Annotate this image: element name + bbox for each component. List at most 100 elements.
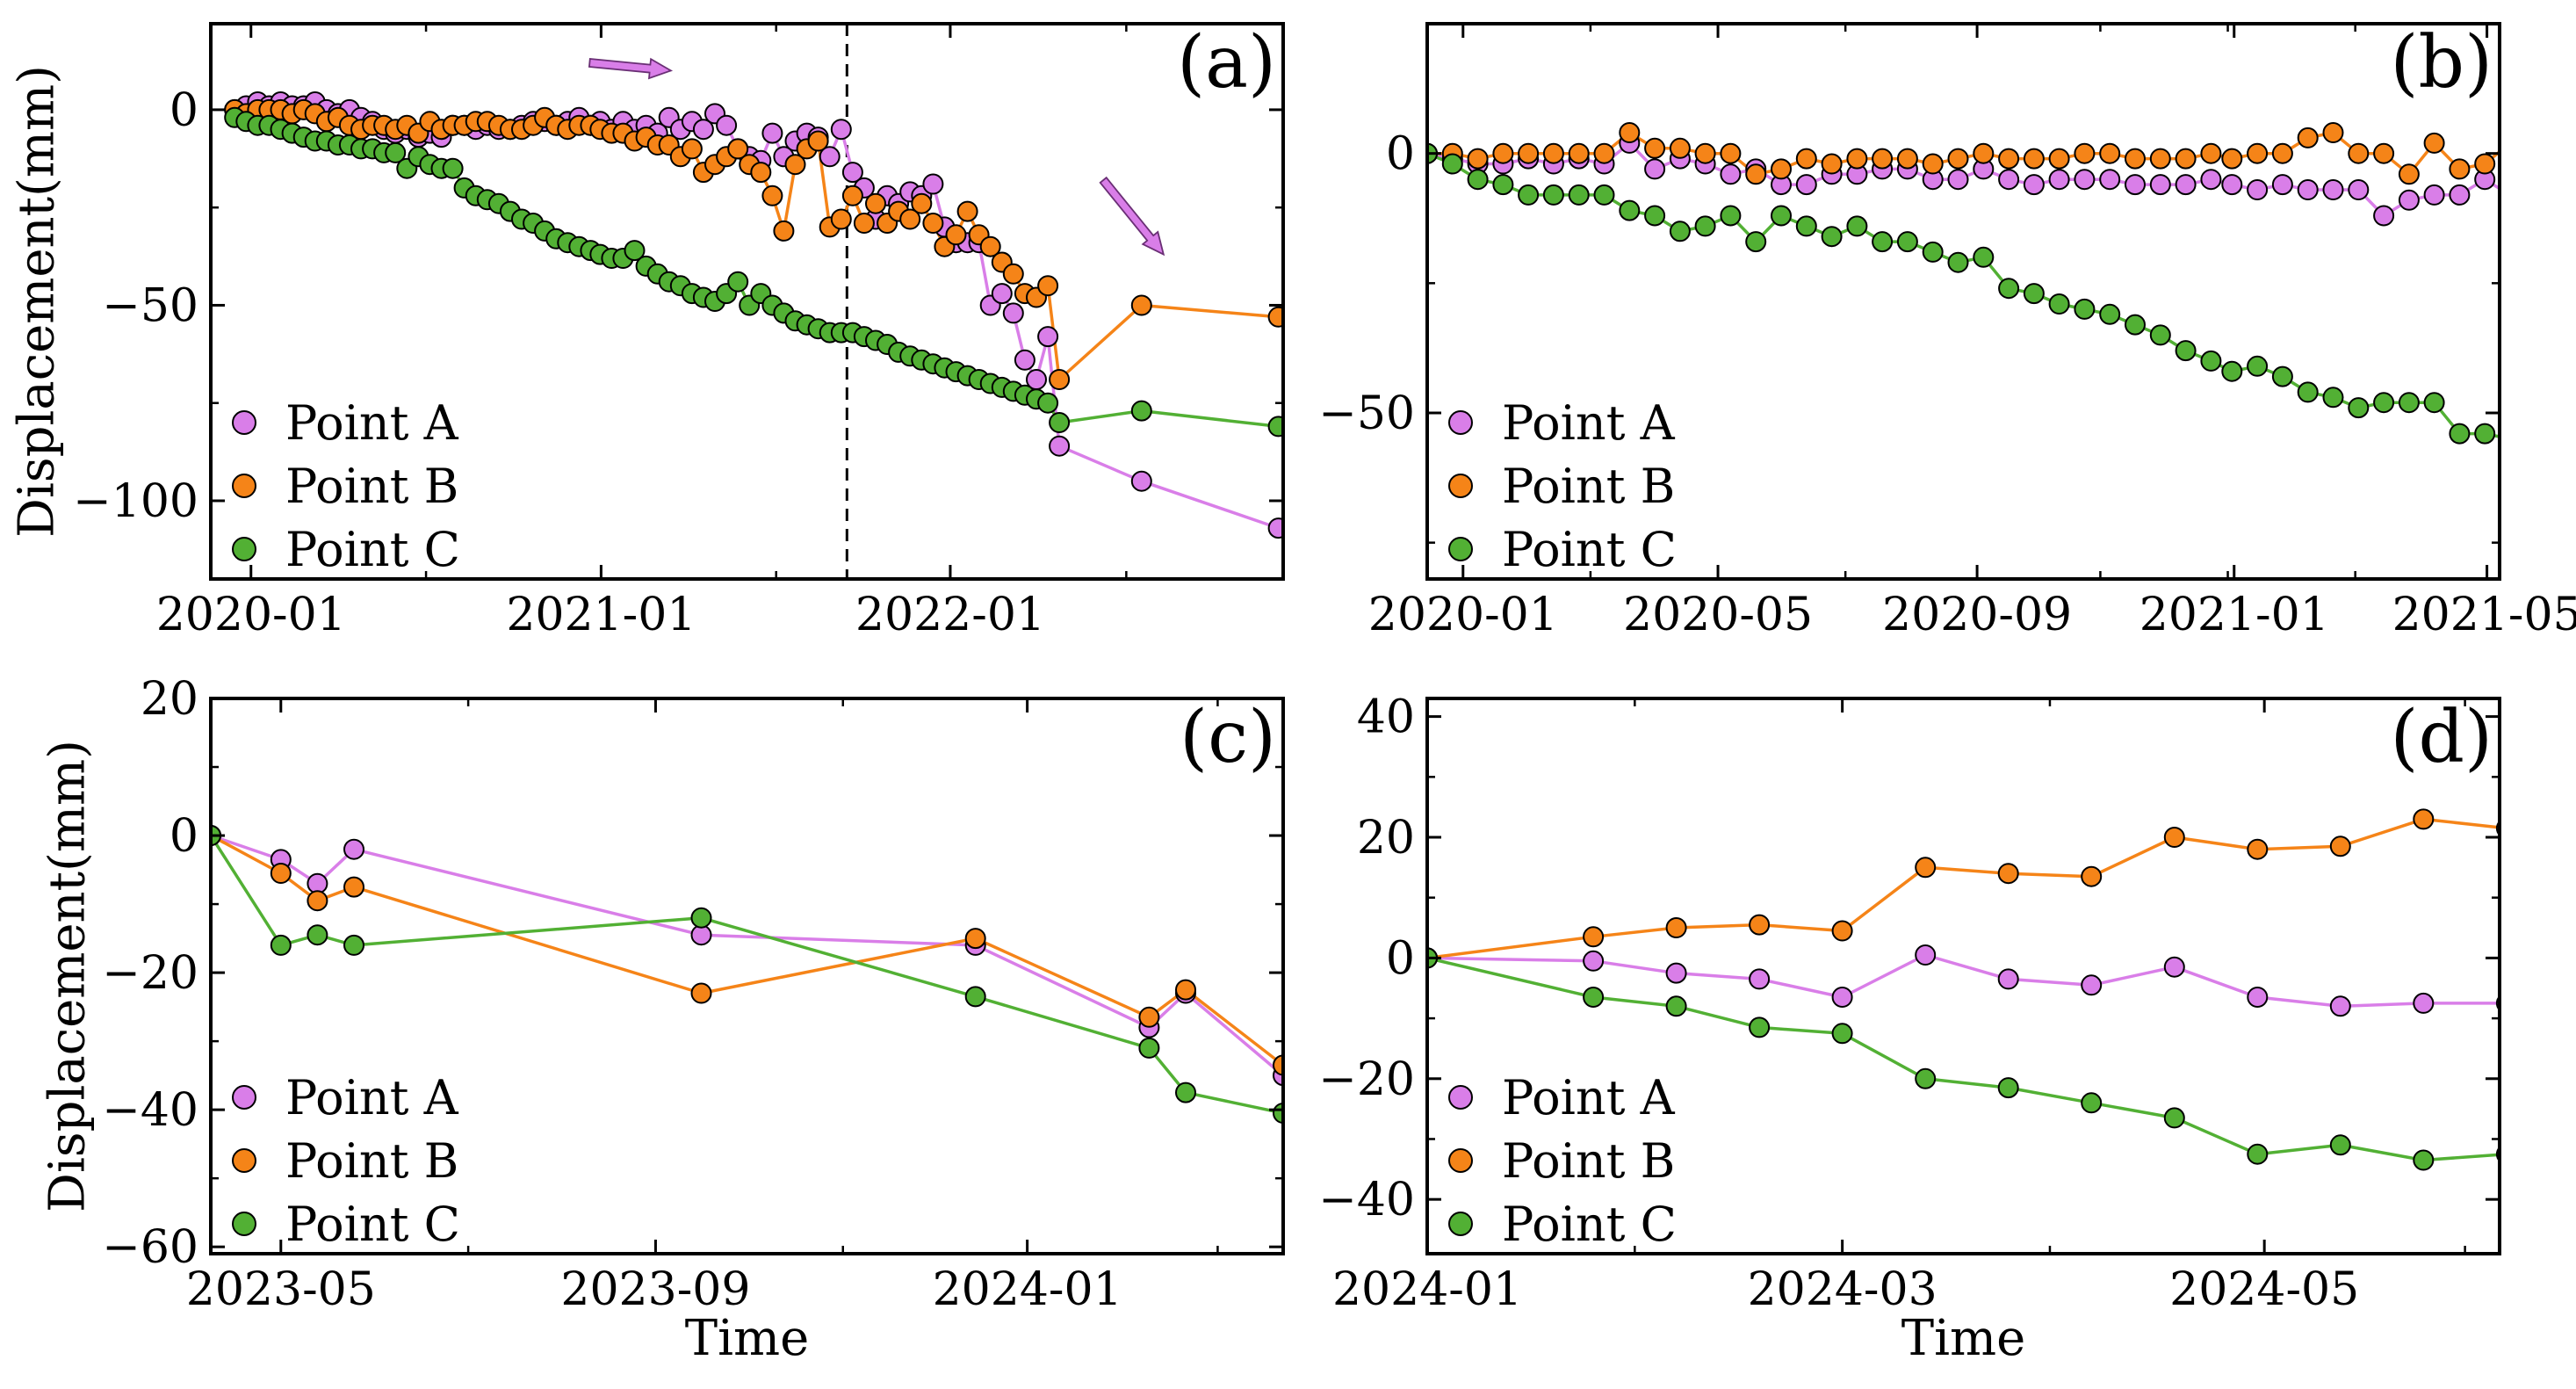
legend-label: Point C (1502, 522, 1677, 577)
point-b-point-41 (2449, 158, 2471, 180)
point-c-point-14 (385, 141, 407, 163)
point-b-point-1 (1583, 926, 1605, 948)
legend-marker-point-b (232, 1148, 256, 1173)
point-c-point-15 (1795, 215, 1817, 237)
legend: Point A Point B Point C (1448, 1070, 1677, 1252)
point-c-point-17 (1846, 215, 1868, 237)
point-c-point-42 (2474, 423, 2496, 445)
point-c-point-35 (2297, 381, 2319, 403)
point-a-point-26 (2074, 169, 2096, 191)
point-c-point-34 (2271, 365, 2293, 387)
axes-frame (209, 22, 1285, 581)
legend-marker-point-a (1448, 1085, 1473, 1110)
point-a-point-74 (1267, 517, 1283, 539)
x-tick-label: 2023-09 (560, 1263, 750, 1316)
point-a-point-12 (1720, 163, 1742, 185)
point-b-point-27 (2099, 142, 2121, 164)
y-tick-label: 20 (1357, 812, 1415, 865)
point-b-point-17 (1846, 148, 1868, 170)
point-b-point-16 (1821, 153, 1843, 175)
plot-area (1427, 122, 2500, 445)
point-a-point-47 (761, 122, 783, 144)
legend: Point A Point B Point C (1448, 395, 1677, 577)
point-a-point-28 (2125, 174, 2146, 196)
point-c-point-11 (2413, 1149, 2435, 1171)
point-b-point-11 (1694, 142, 1716, 164)
point-c-point-72 (1049, 412, 1071, 433)
point-a-point-73 (1130, 470, 1152, 492)
point-a-point-25 (2048, 169, 2070, 191)
point-b-point-36 (2322, 122, 2344, 143)
point-c-point-2 (307, 924, 328, 946)
point-c-point-30 (2175, 340, 2197, 362)
point-b-point-12 (1720, 142, 1742, 164)
y-tick-label: −60 (102, 1221, 198, 1274)
point-b-point-1 (270, 863, 292, 884)
point-c-point-5 (1915, 1067, 1937, 1089)
plot-area (224, 91, 1283, 539)
point-c-point-36 (2322, 387, 2344, 409)
plot-area (1427, 808, 2500, 1171)
point-a-point-53 (830, 119, 852, 141)
point-b-point-56 (865, 192, 886, 214)
point-b-point-10 (2329, 836, 2351, 857)
point-c-point-24 (2023, 283, 2045, 305)
point-c-point-1 (1583, 987, 1605, 1008)
point-a-point-23 (1998, 169, 2020, 191)
point-a-point-68 (1002, 302, 1024, 324)
point-b-point-8 (1619, 122, 1641, 143)
point-c-point-7 (1175, 1082, 1196, 1103)
point-a-point-54 (841, 162, 863, 184)
panel-label: (d) (2391, 696, 2493, 779)
point-a-point-35 (2297, 179, 2319, 200)
point-c-point-3 (1492, 174, 1514, 196)
point-b-point-8 (2163, 827, 2185, 848)
point-b-point-60 (911, 192, 933, 214)
y-tick-label: −50 (1318, 387, 1415, 440)
legend-marker-point-a (232, 410, 256, 435)
point-c-point-74 (1267, 416, 1283, 438)
point-b-point-8 (1273, 1054, 1283, 1076)
point-c-point-39 (2398, 392, 2420, 414)
point-a-point-6 (1997, 968, 2019, 990)
point-a-point-5 (1915, 944, 1937, 966)
point-b-point-13 (1745, 163, 1767, 185)
point-a-point-27 (2099, 169, 2121, 191)
point-b-point-38 (2373, 142, 2395, 164)
point-c-point-4 (1831, 1023, 1853, 1045)
point-a-point-3 (343, 838, 364, 860)
point-b-point-7 (1175, 979, 1196, 1001)
point-b-point-9 (2247, 838, 2269, 860)
x-tick-label: 2024-01 (1332, 1263, 1522, 1316)
point-b-point-32 (2221, 148, 2243, 170)
point-c-point-38 (2373, 392, 2395, 414)
point-c-point-11 (1694, 215, 1716, 237)
point-c-point-22 (1973, 246, 1995, 268)
x-tick-label: 2020-01 (156, 589, 346, 641)
x-tick-label: 2021-01 (2139, 589, 2329, 641)
point-c-point-37 (2348, 397, 2370, 419)
x-tick-label: 2020-05 (1623, 589, 1813, 641)
y-tick-label: 0 (1386, 128, 1415, 181)
point-b-point-68 (1002, 263, 1024, 285)
point-b-point-3 (1749, 914, 1771, 936)
point-c-point-12 (1720, 205, 1742, 227)
point-b-point-26 (2074, 142, 2096, 164)
point-a-point-30 (2175, 174, 2197, 196)
point-a-point-40 (2423, 184, 2445, 206)
point-b-point-48 (773, 220, 795, 242)
point-c-point-10 (1669, 221, 1691, 242)
point-b-point-30 (2175, 148, 2197, 170)
point-c-point-9 (1644, 205, 1666, 227)
legend-marker-point-c (232, 537, 256, 561)
point-c-point-4 (690, 907, 712, 929)
point-a-point-9 (2247, 987, 2269, 1008)
point-a-point-37 (2348, 179, 2370, 200)
panel-b: 0 −50 2020-01 2020-05 2020-09 2021-01 2021-05 (… (1318, 21, 2576, 641)
point-a-point-31 (2200, 169, 2222, 191)
x-tick-label: 2021-05 (2392, 589, 2576, 641)
point-b-point-35 (2297, 127, 2319, 148)
point-a-point-52 (819, 146, 841, 168)
point-a-point-39 (2398, 189, 2420, 211)
